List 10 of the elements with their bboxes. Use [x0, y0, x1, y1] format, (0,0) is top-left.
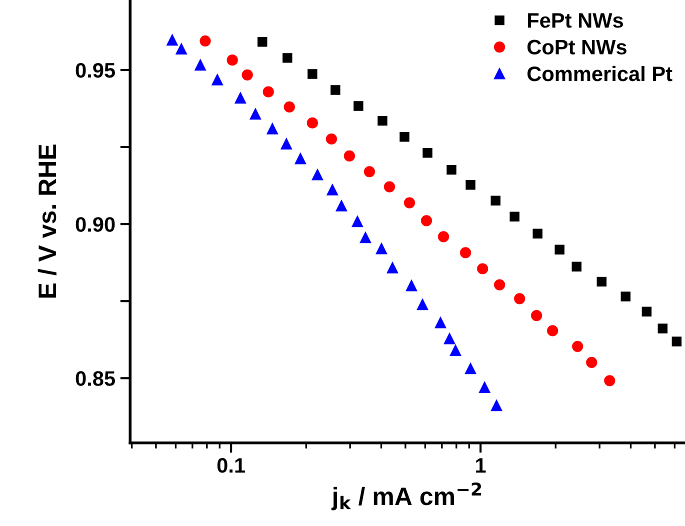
y-tick-label: 0.90 [76, 217, 115, 232]
y-tick-label: 0.95 [76, 62, 115, 78]
y-axis-title: E / V vs. RHE [38, 144, 56, 298]
x-axis-title: j$_{k}$ / mA cm$^{−2}$ [331, 482, 482, 510]
x-tick-label: 1 [476, 458, 486, 473]
x-tick-label: 0.1 [217, 458, 245, 473]
legend-label: Commerical Pt [527, 66, 672, 82]
legend-label: FePt NWs [528, 13, 623, 28]
legend-label: CoPt NWs [527, 40, 626, 55]
y-tick-label: 0.85 [76, 371, 115, 386]
